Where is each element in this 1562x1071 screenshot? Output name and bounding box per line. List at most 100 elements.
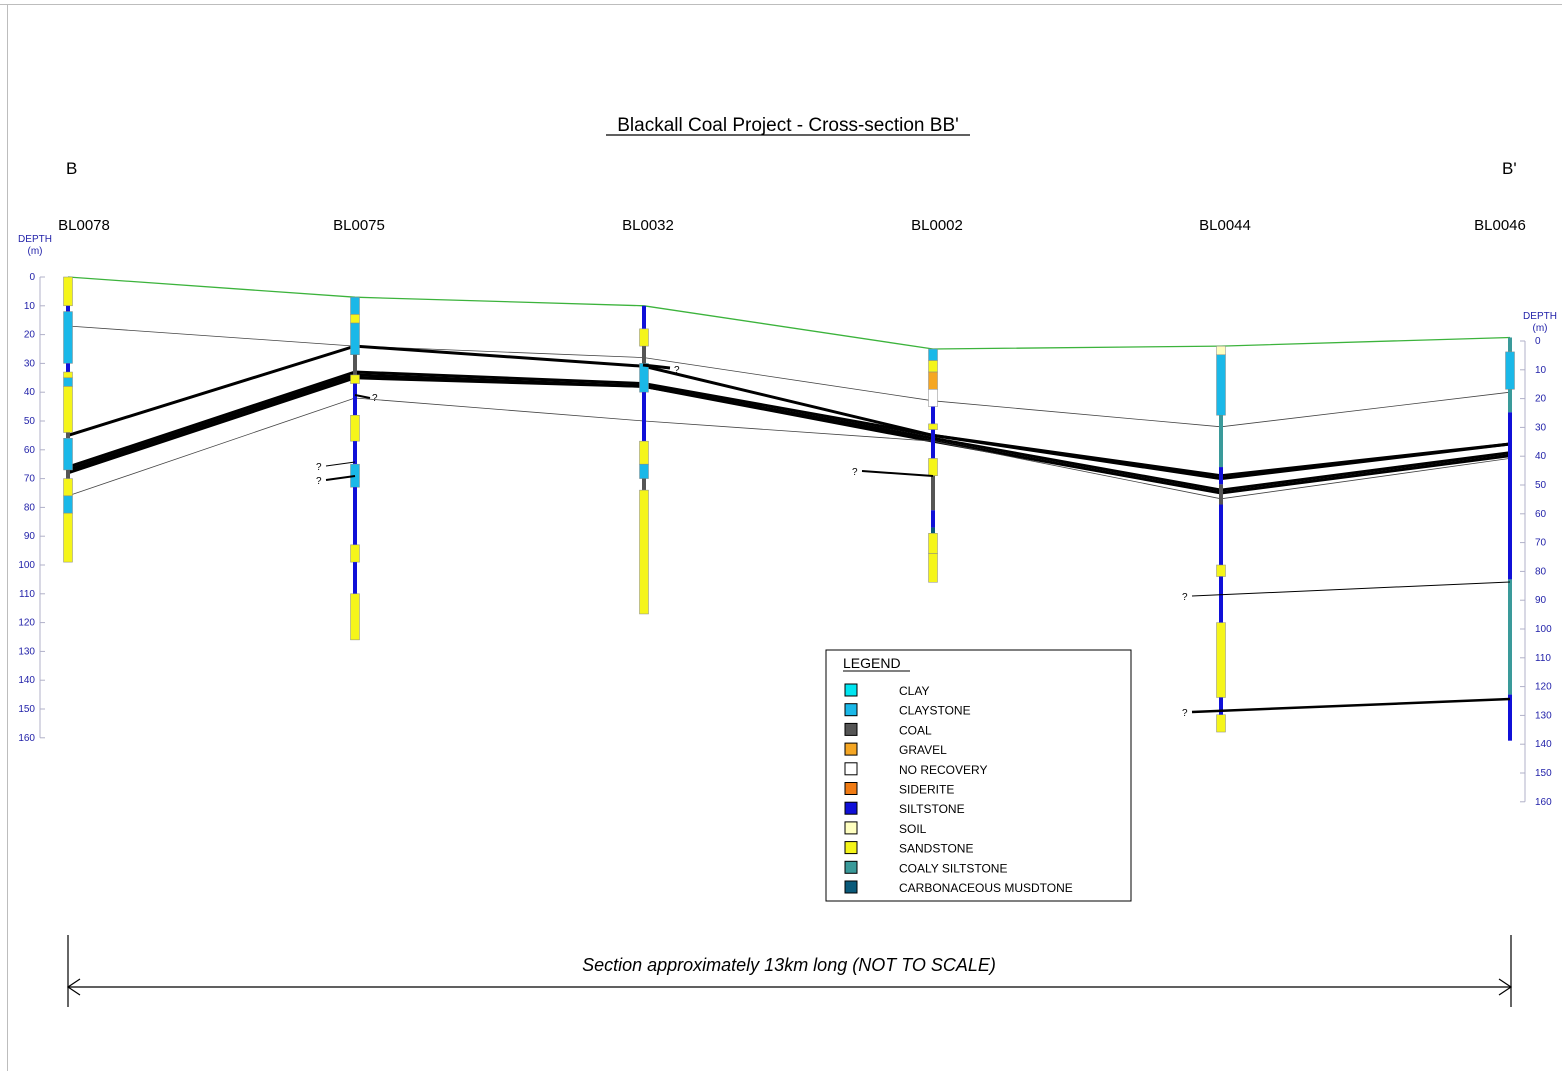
log-interval-siltstone — [1219, 504, 1223, 565]
right-axis-tick-label: 40 — [1535, 451, 1547, 462]
log-interval-sandstone — [639, 440, 649, 465]
sheet-border-top — [0, 4, 1562, 5]
uncertain-stub — [1191, 581, 1511, 597]
correlation-line — [67, 325, 1511, 428]
log-interval-no-recovery — [928, 389, 938, 407]
log-interval-sandstone — [63, 276, 73, 307]
log-interval-siltstone — [66, 305, 70, 312]
log-interval-coal — [353, 354, 357, 375]
right-axis-tick-label: 60 — [1535, 509, 1547, 520]
question-mark: ? — [852, 467, 858, 478]
question-mark: ? — [316, 462, 322, 473]
legend: LEGEND CLAY CLAYSTONE COAL GRAVEL NO RECOVER… — [825, 649, 1132, 902]
log-interval-siltstone — [642, 305, 646, 329]
borehole-log-bl0044 — [1216, 345, 1226, 733]
log-interval-claystone — [928, 348, 938, 361]
log-interval-sandstone — [1216, 622, 1226, 698]
left-axis-title: DEPTH — [18, 234, 52, 245]
left-axis-tick-label: 110 — [19, 589, 35, 600]
log-interval-gravel — [928, 371, 938, 390]
log-interval-coal — [642, 478, 646, 491]
borehole-name-bl0078: BL0078 — [58, 217, 110, 234]
log-interval-sandstone — [350, 374, 360, 384]
log-interval-sandstone — [928, 423, 938, 430]
legend-label-sandstone: SANDSTONE — [899, 842, 973, 856]
left-axis-tick-label: 0 — [29, 272, 35, 283]
log-interval-coal — [66, 432, 70, 439]
right-axis-tick-label: 110 — [1535, 653, 1551, 664]
borehole-log-bl0046 — [1505, 337, 1515, 741]
legend-swatch-claystone — [844, 703, 858, 717]
left-axis-tick-label: 130 — [18, 646, 35, 657]
left-axis-tick-label: 160 — [18, 733, 35, 744]
legend-swatch-siderite — [844, 782, 858, 795]
borehole-name-bl0044: BL0044 — [1199, 217, 1251, 234]
legend-swatch-soil — [844, 821, 858, 835]
log-interval-sandstone — [639, 489, 649, 615]
legend-title: LEGEND — [843, 655, 901, 671]
legend-swatch-gravel — [844, 742, 858, 756]
borehole-log-bl0075 — [350, 296, 360, 641]
log-interval-coal — [1219, 484, 1223, 505]
right-axis-tick-label: 70 — [1535, 538, 1547, 549]
question-mark: ? — [674, 365, 680, 376]
legend-swatch-sandstone — [844, 841, 858, 855]
left-axis-tick-label: 50 — [24, 416, 36, 427]
log-interval-siltstone — [1219, 697, 1223, 715]
log-interval-claystone — [350, 322, 360, 356]
legend-swatch-siltstone — [844, 801, 858, 815]
legend-swatch-coaly-siltstone — [844, 860, 858, 874]
correlation-line — [67, 373, 1511, 492]
log-interval-coaly-siltstone — [1219, 415, 1223, 468]
log-interval-sandstone — [63, 478, 73, 497]
log-interval-siltstone — [931, 406, 935, 424]
log-interval-soil — [1216, 345, 1226, 356]
log-interval-sandstone — [1216, 564, 1226, 577]
log-interval-sandstone — [350, 314, 360, 324]
log-interval-coaly-siltstone — [1508, 579, 1512, 695]
sheet-border-left — [7, 4, 8, 1071]
legend-swatch-clay — [844, 683, 858, 697]
log-interval-siltstone — [353, 487, 357, 545]
log-interval-sandstone — [350, 544, 360, 563]
legend-label-coaly-siltstone: COALY SILTSTONE — [899, 861, 1007, 875]
log-interval-sandstone — [1216, 714, 1226, 733]
scale-arrowhead-right — [1498, 978, 1513, 996]
legend-label-claystone: CLAYSTONE — [899, 704, 971, 718]
borehole-logs — [63, 276, 1515, 741]
log-interval-siltstone — [66, 363, 70, 373]
right-axis-tick-label: 100 — [1535, 624, 1552, 635]
legend-label-clay: CLAY — [899, 684, 929, 698]
log-interval-sandstone — [639, 328, 649, 347]
borehole-name-bl0075: BL0075 — [333, 217, 385, 234]
right-axis-tick-label: 10 — [1535, 365, 1547, 376]
legend-swatch-carbonaceous-musdtone — [844, 880, 858, 894]
uncertain-stub — [642, 363, 671, 370]
log-interval-carbonaceous-mudstone — [931, 527, 935, 534]
uncertain-stub — [325, 475, 356, 481]
uncertain-stub — [325, 461, 356, 467]
log-interval-sandstone — [928, 533, 938, 554]
log-interval-siltstone — [642, 392, 646, 442]
right-depth-axis: DEPTH (m) 0 10 20 30 40 50 60 70 80 90 100 110 120 13… — [1520, 311, 1557, 808]
borehole-name-bl0046: BL0046 — [1474, 217, 1526, 234]
scale-arrowhead-left — [66, 978, 81, 996]
borehole-log-bl0002 — [928, 348, 938, 583]
right-axis-tick-label: 120 — [1535, 682, 1552, 693]
right-axis-tick-label: 50 — [1535, 480, 1547, 491]
uncertain-stub — [861, 470, 934, 477]
log-interval-siltstone — [1219, 576, 1223, 623]
log-interval-claystone — [63, 495, 73, 514]
right-axis-tick-label: 90 — [1535, 595, 1547, 606]
borehole-log-bl0032 — [639, 305, 649, 615]
left-axis-tick-label: 70 — [24, 474, 36, 485]
log-interval-siltstone — [353, 383, 357, 416]
section-length-indicator: Section approximately 13km long (NOT TO … — [66, 935, 1513, 1007]
section-length-note: Section approximately 13km long (NOT TO … — [582, 955, 996, 975]
legend-label-siderite: SIDERITE — [899, 783, 954, 797]
log-interval-sandstone — [928, 553, 938, 583]
log-interval-coal — [642, 346, 646, 364]
correlation-line — [67, 370, 1511, 481]
ground-surface-line — [67, 276, 1511, 350]
